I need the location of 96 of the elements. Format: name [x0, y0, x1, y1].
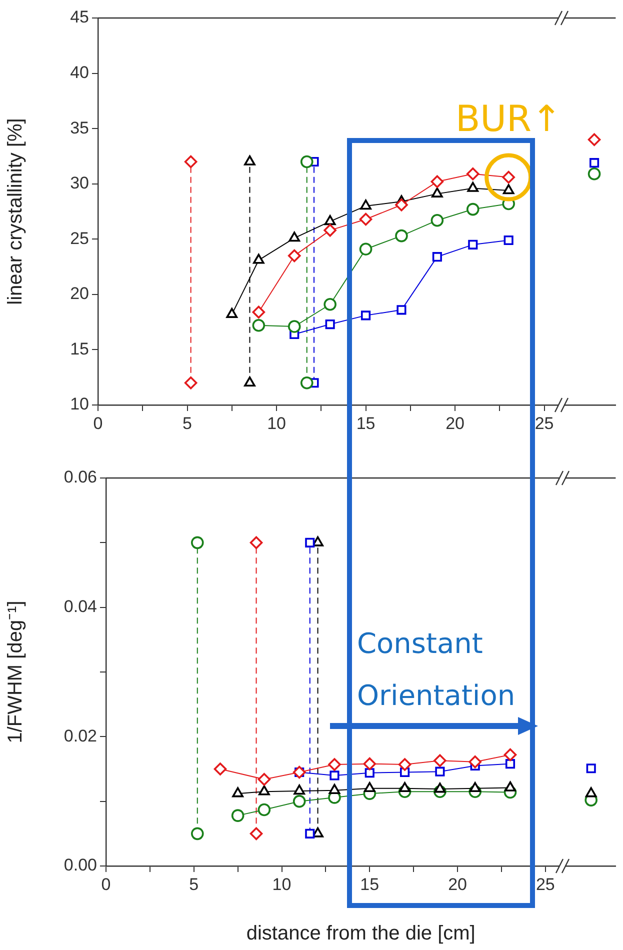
- point: [250, 536, 263, 550]
- point: [588, 133, 601, 146]
- point: [231, 809, 244, 822]
- point: [226, 308, 238, 318]
- point: [190, 536, 204, 550]
- point: [250, 827, 263, 840]
- point: [363, 757, 376, 770]
- point: [467, 182, 479, 192]
- point: [253, 254, 264, 264]
- point: [364, 782, 376, 792]
- y-tick-label: 0.02: [64, 726, 97, 746]
- y-tick-label: 0.06: [64, 468, 97, 487]
- y-tick-label: 10: [70, 394, 89, 414]
- point: [399, 782, 410, 792]
- y-tick-label: 30: [70, 174, 89, 193]
- point: [430, 214, 444, 227]
- point: [589, 158, 600, 168]
- y-tick-label: 25: [70, 228, 89, 248]
- point: [328, 758, 341, 771]
- point: [258, 772, 271, 786]
- point: [324, 215, 336, 226]
- point: [305, 828, 315, 838]
- point: [398, 758, 412, 771]
- point: [190, 827, 204, 840]
- x-tick-label: 15: [360, 874, 380, 894]
- point: [434, 782, 446, 793]
- point: [586, 764, 596, 774]
- point: [325, 319, 335, 330]
- point: [184, 155, 198, 168]
- point: [288, 232, 300, 242]
- x-tick-label: 10: [267, 414, 286, 433]
- point: [435, 766, 445, 776]
- y-tick-label: 0.00: [64, 856, 97, 875]
- point: [502, 184, 514, 194]
- point: [505, 759, 516, 769]
- point: [288, 320, 301, 333]
- x-tick-label: 15: [356, 414, 376, 433]
- y-tick-label: 0.04: [64, 597, 97, 616]
- point: [504, 748, 517, 762]
- point: [430, 175, 444, 188]
- x-tick-label: 25: [536, 874, 555, 894]
- point: [292, 794, 306, 808]
- point: [364, 768, 374, 778]
- point: [232, 787, 244, 798]
- point: [395, 198, 408, 212]
- point: [360, 200, 372, 210]
- y-tick-label: 20: [70, 284, 89, 304]
- point: [258, 785, 270, 796]
- point: [588, 168, 601, 180]
- point: [300, 376, 314, 390]
- point: [434, 754, 446, 767]
- x-tick-label: 20: [446, 414, 464, 433]
- x-tick-label: 25: [534, 414, 554, 433]
- point: [468, 240, 478, 250]
- x-tick-label: 5: [189, 874, 199, 894]
- annotation: BUR↑: [455, 99, 562, 140]
- x-tick-label: 0: [93, 414, 103, 433]
- point: [300, 155, 314, 168]
- point: [466, 202, 480, 216]
- point: [585, 787, 597, 798]
- point: [324, 298, 336, 311]
- point: [214, 762, 227, 776]
- y-tick-label: 15: [70, 339, 89, 358]
- y-tick-label: 40: [70, 62, 89, 82]
- point: [258, 803, 271, 816]
- point: [504, 235, 514, 246]
- point: [468, 755, 482, 768]
- x-tick-label: 20: [448, 874, 467, 894]
- point: [396, 305, 406, 315]
- point: [252, 318, 266, 332]
- point: [294, 784, 305, 795]
- point: [469, 782, 481, 792]
- point: [288, 249, 301, 262]
- point: [395, 229, 408, 242]
- point: [432, 187, 443, 198]
- y-axis-title: linear crystallinity [%]: [4, 118, 27, 305]
- x-tick-label: 10: [272, 874, 292, 894]
- y-tick-label: 45: [70, 8, 89, 27]
- point: [328, 784, 340, 794]
- x-tick-label: 5: [182, 414, 192, 433]
- point: [432, 252, 442, 262]
- x-tick-label: 0: [101, 874, 111, 894]
- point: [504, 781, 516, 792]
- annotation: Constant Orientation: [357, 627, 516, 712]
- point: [359, 212, 372, 226]
- x-axis-title: distance from the die [cm]: [246, 922, 476, 945]
- point: [305, 538, 315, 548]
- point: [184, 376, 198, 390]
- y-axis-title: 1/FWHM [deg⁻¹]: [4, 600, 27, 744]
- point: [324, 224, 336, 237]
- point: [466, 168, 480, 180]
- point: [252, 306, 266, 319]
- y-tick-label: 35: [70, 118, 89, 138]
- point: [359, 242, 372, 256]
- point: [360, 310, 371, 320]
- point: [330, 770, 340, 780]
